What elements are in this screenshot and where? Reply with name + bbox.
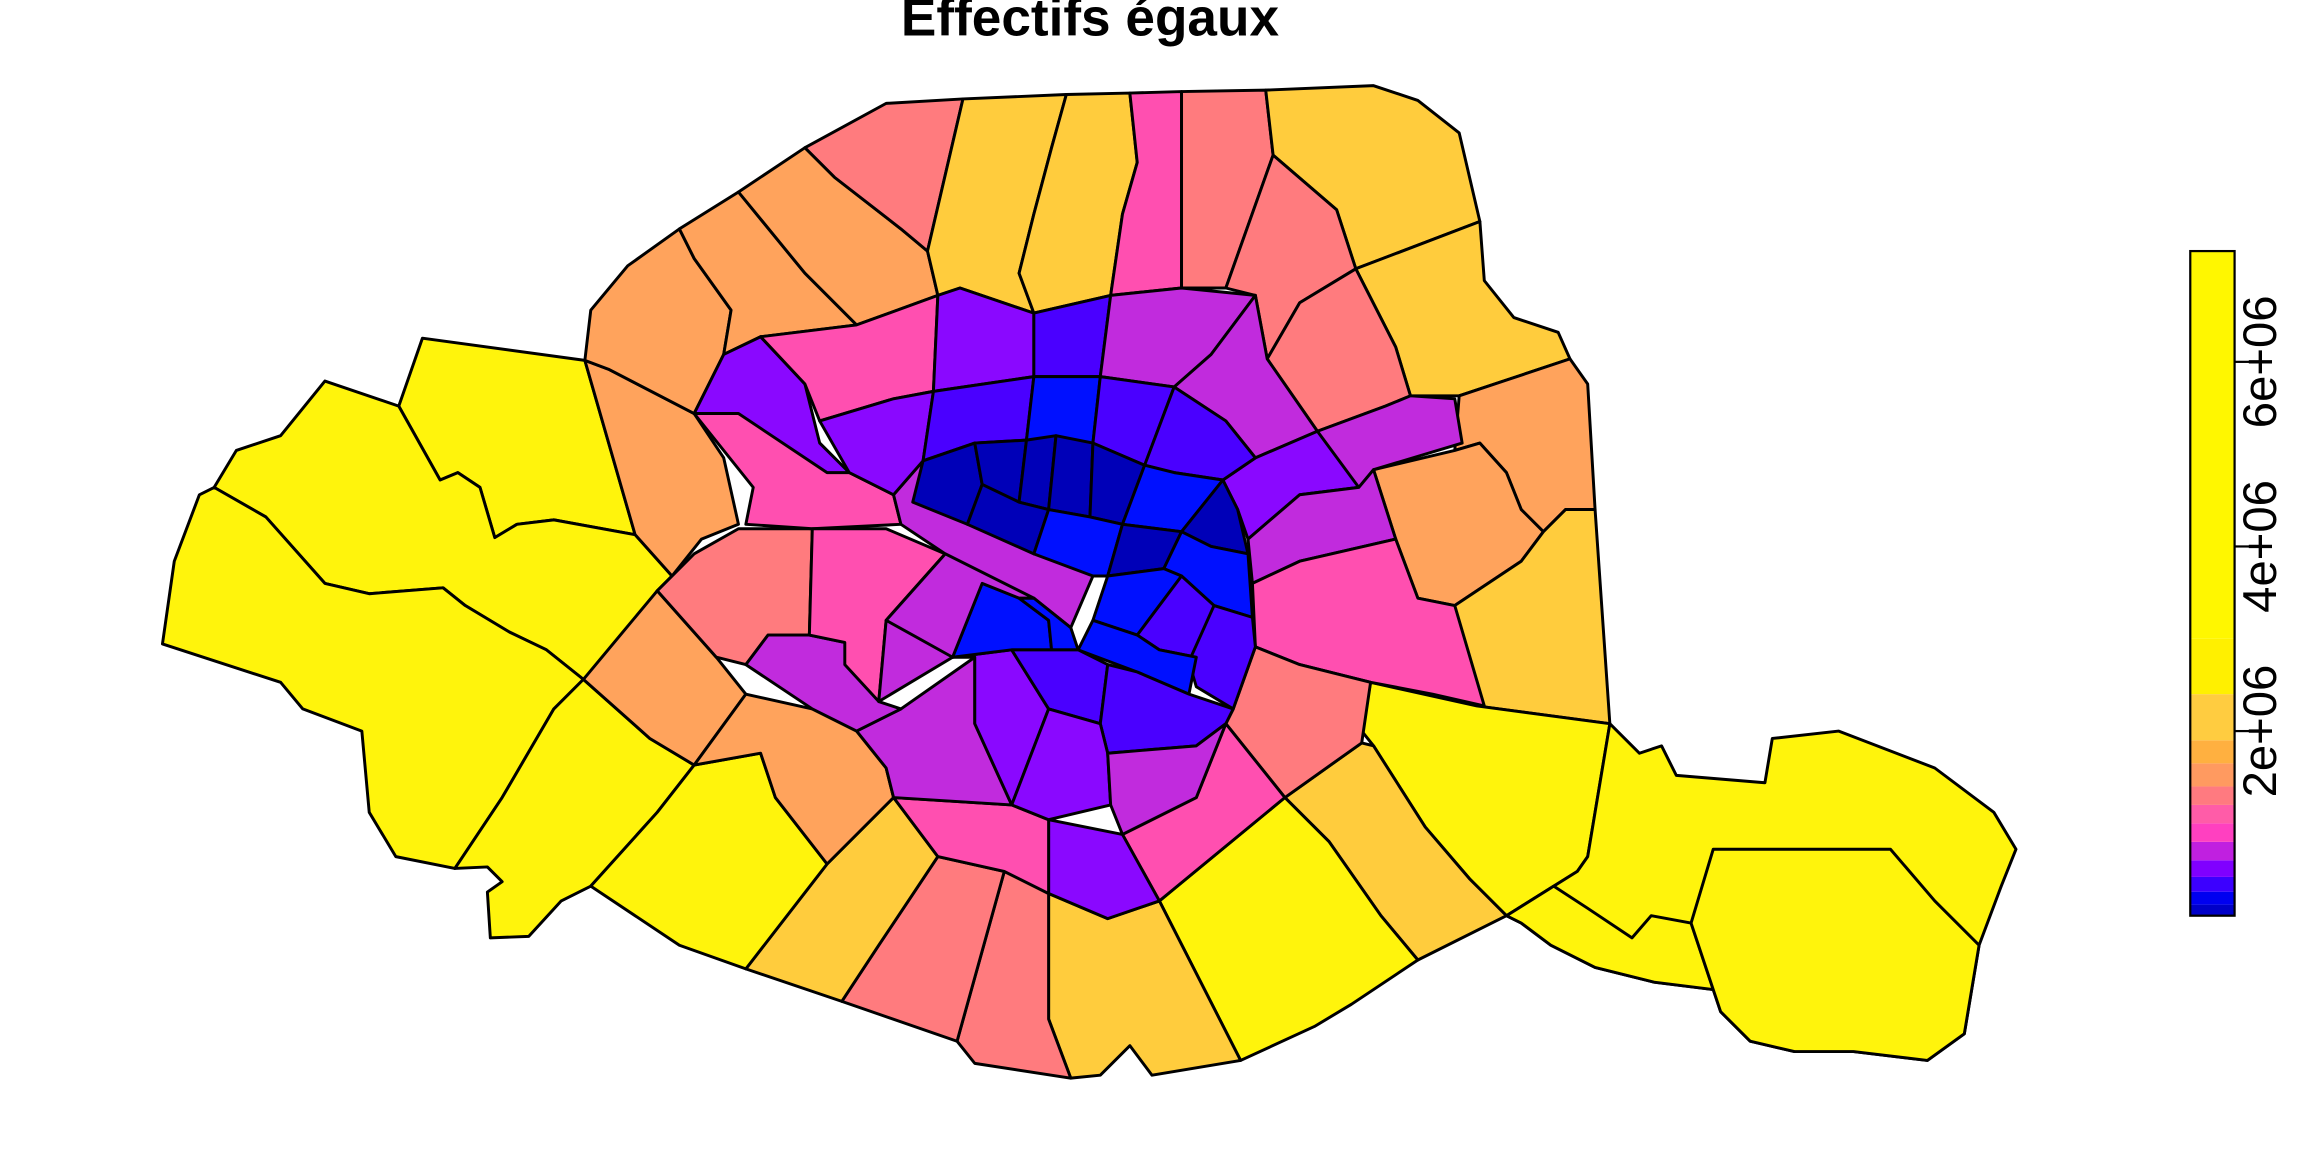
- quartier-jardin-nord: [1106, 722, 1228, 836]
- legend-tick-label: 6e+06: [2234, 295, 2287, 428]
- legend-band: [2190, 786, 2235, 805]
- quartier-quinze-vingts: [1157, 796, 1420, 1062]
- map-title: Effectifs égaux: [901, 0, 1280, 47]
- legend-band: [2190, 823, 2235, 842]
- quartier-palais-royal: [965, 482, 1051, 556]
- legend-band: [2190, 694, 2235, 741]
- quartier-saint-thomas-daquin: [884, 552, 1036, 659]
- legend-band: [2190, 891, 2235, 905]
- legend-band: [2190, 804, 2235, 824]
- legend-band: [2190, 251, 2235, 639]
- legend-band: [2190, 638, 2235, 695]
- legend-band: [2190, 763, 2235, 787]
- legend-band: [2190, 740, 2235, 764]
- quartier-mail: [1047, 434, 1095, 519]
- quartier-europe: [692, 335, 851, 475]
- legend-bands: [2190, 251, 2235, 916]
- quartier-faubourg-poissonniere: [1024, 375, 1102, 445]
- legend-frame: [2189, 249, 2236, 917]
- legend-colorbar: 2e+06 4e+06 6e+06: [2189, 249, 2287, 917]
- legend-band: [2190, 904, 2235, 916]
- quartier-bois-de-boulogne-south: [160, 485, 585, 870]
- legend-band: [2190, 860, 2235, 877]
- paris-quartiers: [160, 84, 2018, 1080]
- legend-tick-label: 4e+06: [2234, 480, 2287, 613]
- legend-band: [2190, 876, 2235, 892]
- legend-tick-label: 2e+06: [2234, 665, 2287, 798]
- legend-ticks: 2e+06 4e+06 6e+06: [2234, 295, 2287, 797]
- legend-band: [2190, 841, 2235, 861]
- quartier-bercy: [1689, 847, 1981, 1062]
- quartier-bel-air: [1504, 884, 1715, 992]
